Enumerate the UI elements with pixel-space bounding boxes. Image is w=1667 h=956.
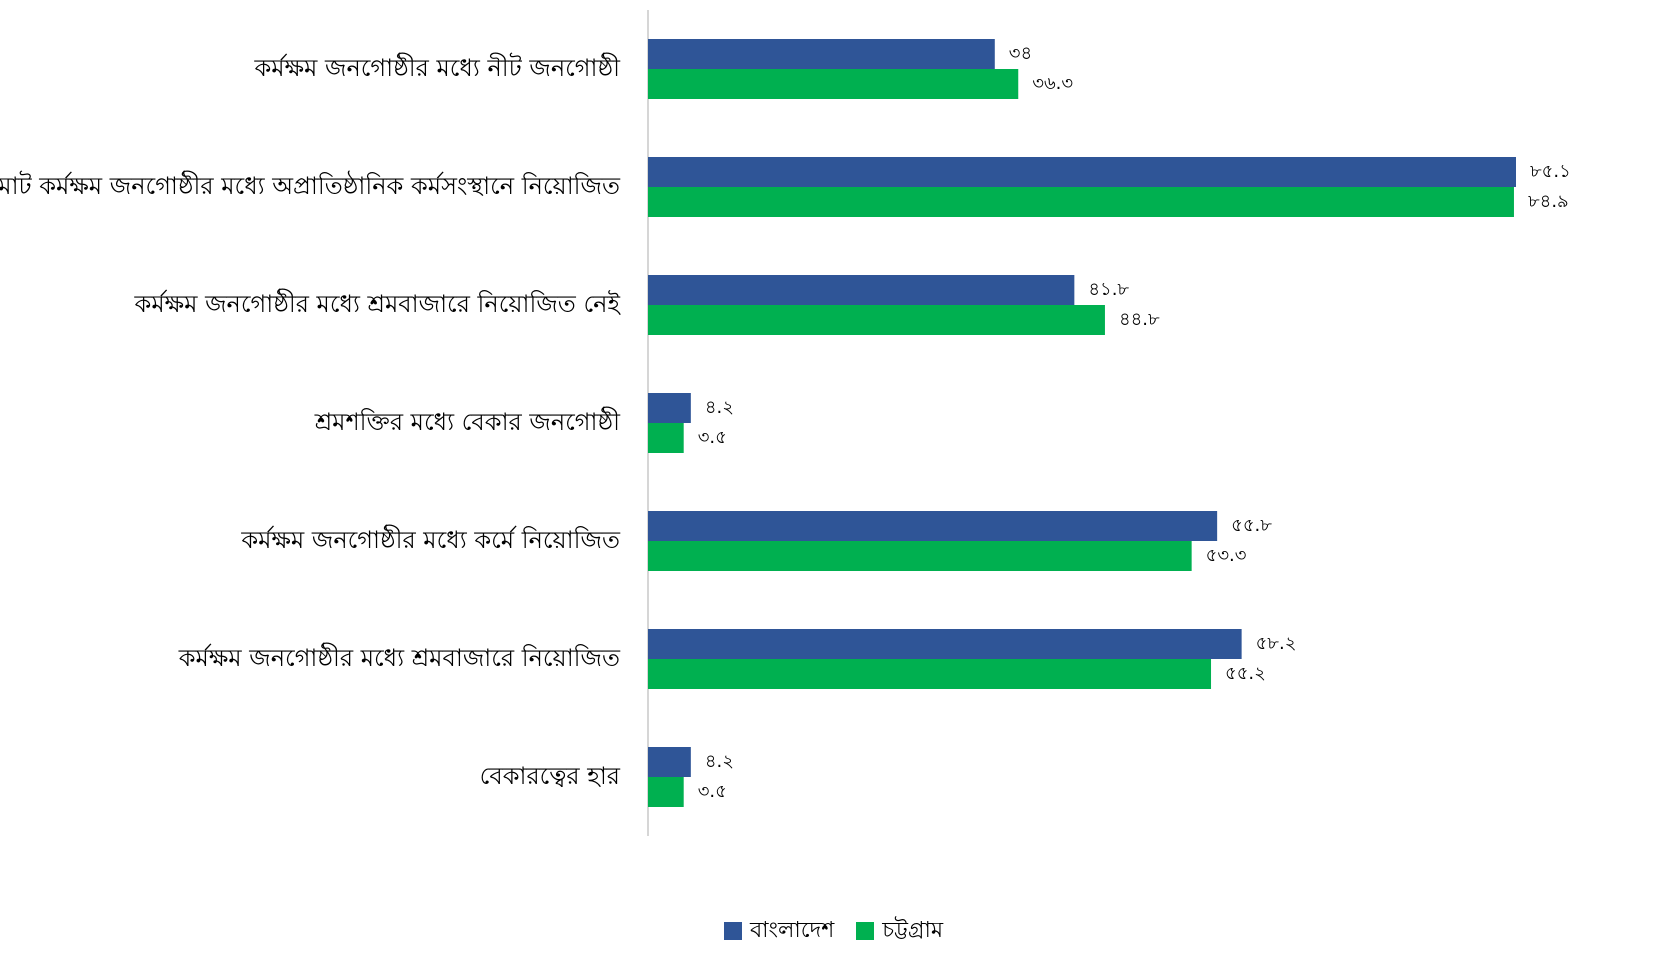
bar-bangladesh [648,157,1516,187]
category-label: কর্মক্ষম জনগোষ্ঠীর মধ্যে শ্রমবাজারে নিয়… [134,289,622,318]
legend-swatch-chattogram [856,922,875,940]
bar-bangladesh [648,629,1242,659]
data-label: ৫৩.৩ [1206,545,1247,566]
legend-label-bangladesh: বাংলাদেশ [749,917,835,943]
chart-marks: কর্মক্ষম জনগোষ্ঠীর মধ্যে নীট জনগোষ্ঠী৩৪৩… [0,39,1571,807]
data-label: ৫৮.২ [1256,633,1297,654]
category-label: বেকারত্বের হার [480,762,621,790]
category-label: কর্মক্ষম জনগোষ্ঠীর মধ্যে নীট জনগোষ্ঠী [253,53,621,82]
data-label: ৩৪ [1009,43,1032,64]
legend: বাংলাদেশ চট্টগ্রাম [0,916,1667,946]
data-label: ৮৪.৯ [1528,191,1569,212]
bar-chattogram [648,659,1212,689]
bar-bangladesh [648,747,691,777]
bar-bangladesh [648,275,1075,305]
legend-swatch-bangladesh [723,922,742,940]
bar-chattogram [648,187,1514,217]
bar-chattogram [648,541,1192,571]
data-label: ৮৫.১ [1530,161,1571,182]
category-label: মোট কর্মক্ষম জনগোষ্ঠীর মধ্যে অপ্রাতিষ্ঠা… [0,171,621,200]
data-label: ৩.৫ [698,427,727,448]
data-label: ৪৪.৮ [1119,309,1160,330]
bar-chattogram [648,423,684,453]
bar-bangladesh [648,393,691,423]
bar-bangladesh [648,511,1218,541]
bar-bangladesh [648,39,995,69]
legend-label-chattogram: চট্টগ্রাম [882,917,944,943]
bar-chattogram [648,777,684,807]
legend-item-bangladesh: বাংলাদেশ [723,913,835,950]
bar-chattogram [648,305,1105,335]
data-label: ৪.২ [705,751,734,772]
bar-chattogram [648,69,1019,99]
data-label: ৩.৫ [698,781,727,802]
category-label: কর্মক্ষম জনগোষ্ঠীর মধ্যে কর্মে নিয়োজিত [240,525,621,554]
data-label: ৫৫.৮ [1231,515,1272,536]
data-label: ৪১.৮ [1088,279,1129,300]
data-label: ৪.২ [705,397,734,418]
category-label: কর্মক্ষম জনগোষ্ঠীর মধ্যে শ্রমবাজারে নিয়… [178,643,621,672]
data-label: ৫৫.২ [1225,663,1266,684]
data-label: ৩৬.৩ [1032,73,1073,94]
legend-item-chattogram: চট্টগ্রাম [856,913,943,950]
category-label: শ্রমশক্তির মধ্যে বেকার জনগোষ্ঠী [314,407,621,436]
